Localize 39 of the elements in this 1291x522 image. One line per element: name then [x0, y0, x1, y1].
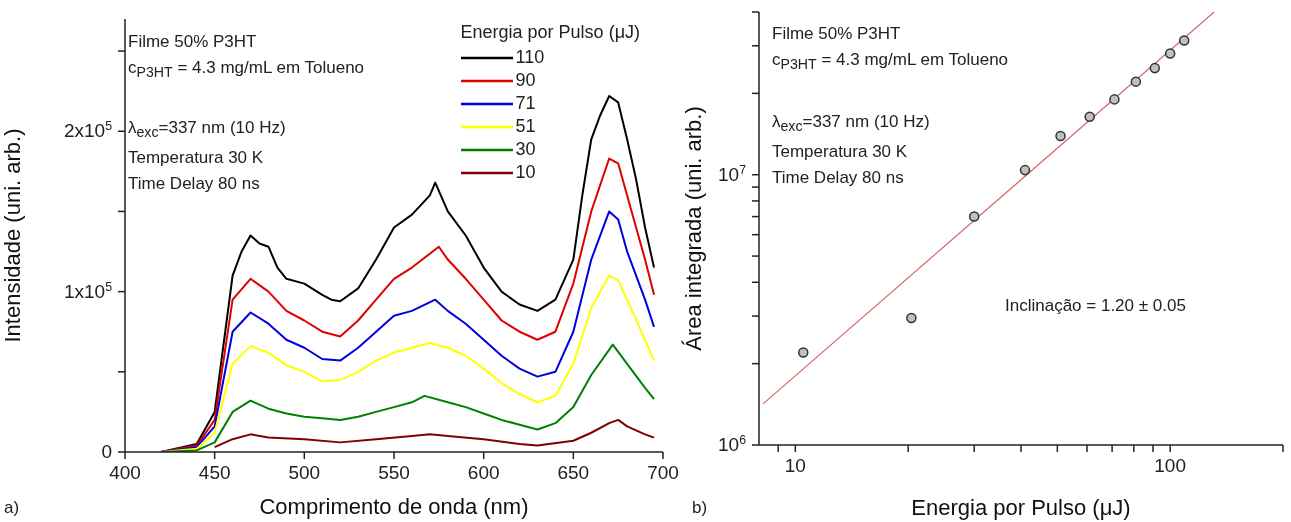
annotation: λ$_{exc}$=337 nm (10 Hz) — [128, 118, 286, 141]
legend-label: 51 — [515, 116, 536, 137]
legend-label: 110 — [515, 47, 545, 68]
legend-label: 10 — [515, 162, 536, 183]
legend-label: 90 — [515, 70, 536, 91]
annotation: Temperatura 30 K — [772, 142, 908, 162]
x-tick-label: 100 — [1154, 455, 1187, 476]
legend-title: Energia por Pulso (μJ) — [460, 22, 640, 43]
x-tick-label: 500 — [288, 462, 321, 483]
annotation: Filme 50% P3HT — [772, 24, 901, 44]
x-tick-label: 450 — [198, 462, 231, 483]
y-axis-title: Intensidade (uni. arb.) — [0, 128, 25, 343]
y-tick-label: 10$^{6}$ — [717, 433, 747, 455]
annotation: Time Delay 80 ns — [128, 174, 260, 194]
x-tick-label: 400 — [109, 462, 141, 483]
annotation: Inclinação = 1.20 ± 0.05 — [1005, 296, 1186, 316]
line-series — [213, 418, 656, 449]
text: b) — [692, 498, 708, 518]
y-tick-label: 1x10$^{5}$ — [63, 279, 113, 302]
text: a) — [4, 498, 20, 518]
annotation: c$_{P3HT}$ = 4.3 mg/mL em Tolueno — [772, 50, 1009, 73]
x-tick-label: 650 — [557, 462, 590, 483]
x-axis-title: Energia por Pulso (μJ) — [911, 495, 1131, 520]
legend-label: 71 — [515, 93, 536, 114]
annotation: λ$_{exc}$=337 nm (10 Hz) — [772, 112, 930, 135]
y-axis-title: Área integrada (uni. arb.) — [680, 106, 706, 351]
x-tick-label: 550 — [378, 462, 410, 483]
x-tick-label: 700 — [647, 462, 679, 483]
annotation: Temperatura 30 K — [128, 148, 264, 168]
x-axis-title: Comprimento de onda (nm) — [259, 494, 529, 519]
x-tick-label: 600 — [467, 462, 500, 483]
annotation: Filme 50% P3HT — [128, 32, 257, 52]
x-tick-label: 10 — [784, 455, 806, 476]
annotation: Time Delay 80 ns — [772, 168, 904, 188]
y-tick-label: 10$^{7}$ — [717, 162, 747, 185]
legend-label: 30 — [515, 139, 536, 160]
y-tick-label: 0 — [101, 441, 112, 462]
y-tick-label: 2x10$^{5}$ — [63, 119, 113, 142]
annotation: c$_{P3HT}$ = 4.3 mg/mL em Tolueno — [128, 58, 365, 81]
